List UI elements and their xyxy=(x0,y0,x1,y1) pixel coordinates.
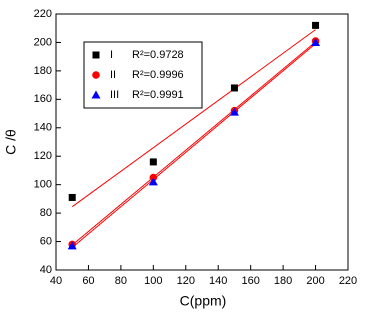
y-axis-label: C /θ xyxy=(3,129,19,155)
legend-fit: R²=0.9728 xyxy=(132,49,184,61)
y-tick-label: 80 xyxy=(40,207,52,219)
y-tick-label: 100 xyxy=(34,179,52,191)
y-tick-label: 200 xyxy=(34,36,52,48)
fit-line xyxy=(71,29,316,208)
y-tick-label: 220 xyxy=(34,8,52,20)
x-tick-label: 40 xyxy=(50,275,62,287)
x-tick-label: 200 xyxy=(306,275,324,287)
point xyxy=(311,37,321,46)
y-tick-label: 40 xyxy=(40,264,52,276)
x-tick-label: 100 xyxy=(144,275,162,287)
legend-marker xyxy=(92,51,100,59)
y-tick-label: 120 xyxy=(34,150,52,162)
fit-line xyxy=(71,43,316,248)
x-tick-label: 80 xyxy=(115,275,127,287)
y-tick-label: 160 xyxy=(34,93,52,105)
x-tick-label: 180 xyxy=(274,275,292,287)
legend-fit: R²=0.9996 xyxy=(132,69,184,81)
point xyxy=(312,21,320,29)
legend-label: II xyxy=(110,69,116,81)
point xyxy=(149,158,157,166)
x-tick-label: 160 xyxy=(241,275,259,287)
y-tick-label: 140 xyxy=(34,122,52,134)
legend-box xyxy=(83,41,203,109)
x-tick-label: 120 xyxy=(177,275,195,287)
legend-marker xyxy=(92,71,100,79)
legend-marker xyxy=(91,90,101,99)
legend-fit: R²=0.9991 xyxy=(132,89,184,101)
x-tick-label: 220 xyxy=(339,275,357,287)
point xyxy=(67,241,77,250)
point xyxy=(230,84,238,92)
plot-frame xyxy=(55,13,349,271)
fit-line xyxy=(71,41,316,246)
x-tick-label: 60 xyxy=(82,275,94,287)
point xyxy=(148,177,158,186)
y-tick-label: 60 xyxy=(40,235,52,247)
point xyxy=(68,193,76,201)
y-tick-label: 180 xyxy=(34,65,52,77)
legend-label: III xyxy=(110,89,119,101)
point xyxy=(229,107,239,116)
x-tick-label: 140 xyxy=(209,275,227,287)
legend-label: I xyxy=(110,49,113,61)
x-axis-label: C(ppm) xyxy=(180,293,227,309)
